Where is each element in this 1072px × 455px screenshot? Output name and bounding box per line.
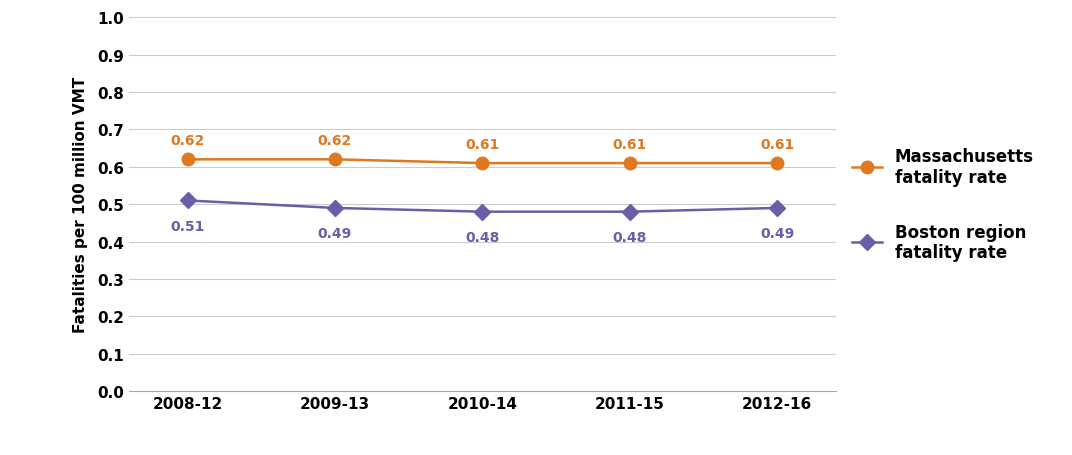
Text: 0.61: 0.61: [760, 137, 794, 151]
Text: 0.48: 0.48: [465, 230, 500, 244]
Text: 0.51: 0.51: [170, 219, 205, 233]
Text: 0.61: 0.61: [465, 137, 500, 151]
Text: 0.62: 0.62: [318, 133, 352, 147]
Text: 0.49: 0.49: [318, 227, 352, 240]
Text: 0.61: 0.61: [613, 137, 646, 151]
Text: 0.48: 0.48: [612, 230, 647, 244]
Text: 0.49: 0.49: [760, 227, 794, 240]
Legend: Massachusetts
fatality rate, Boston region
fatality rate: Massachusetts fatality rate, Boston regi…: [851, 148, 1033, 262]
Text: 0.62: 0.62: [170, 133, 205, 147]
Y-axis label: Fatalities per 100 million VMT: Fatalities per 100 million VMT: [74, 77, 89, 333]
